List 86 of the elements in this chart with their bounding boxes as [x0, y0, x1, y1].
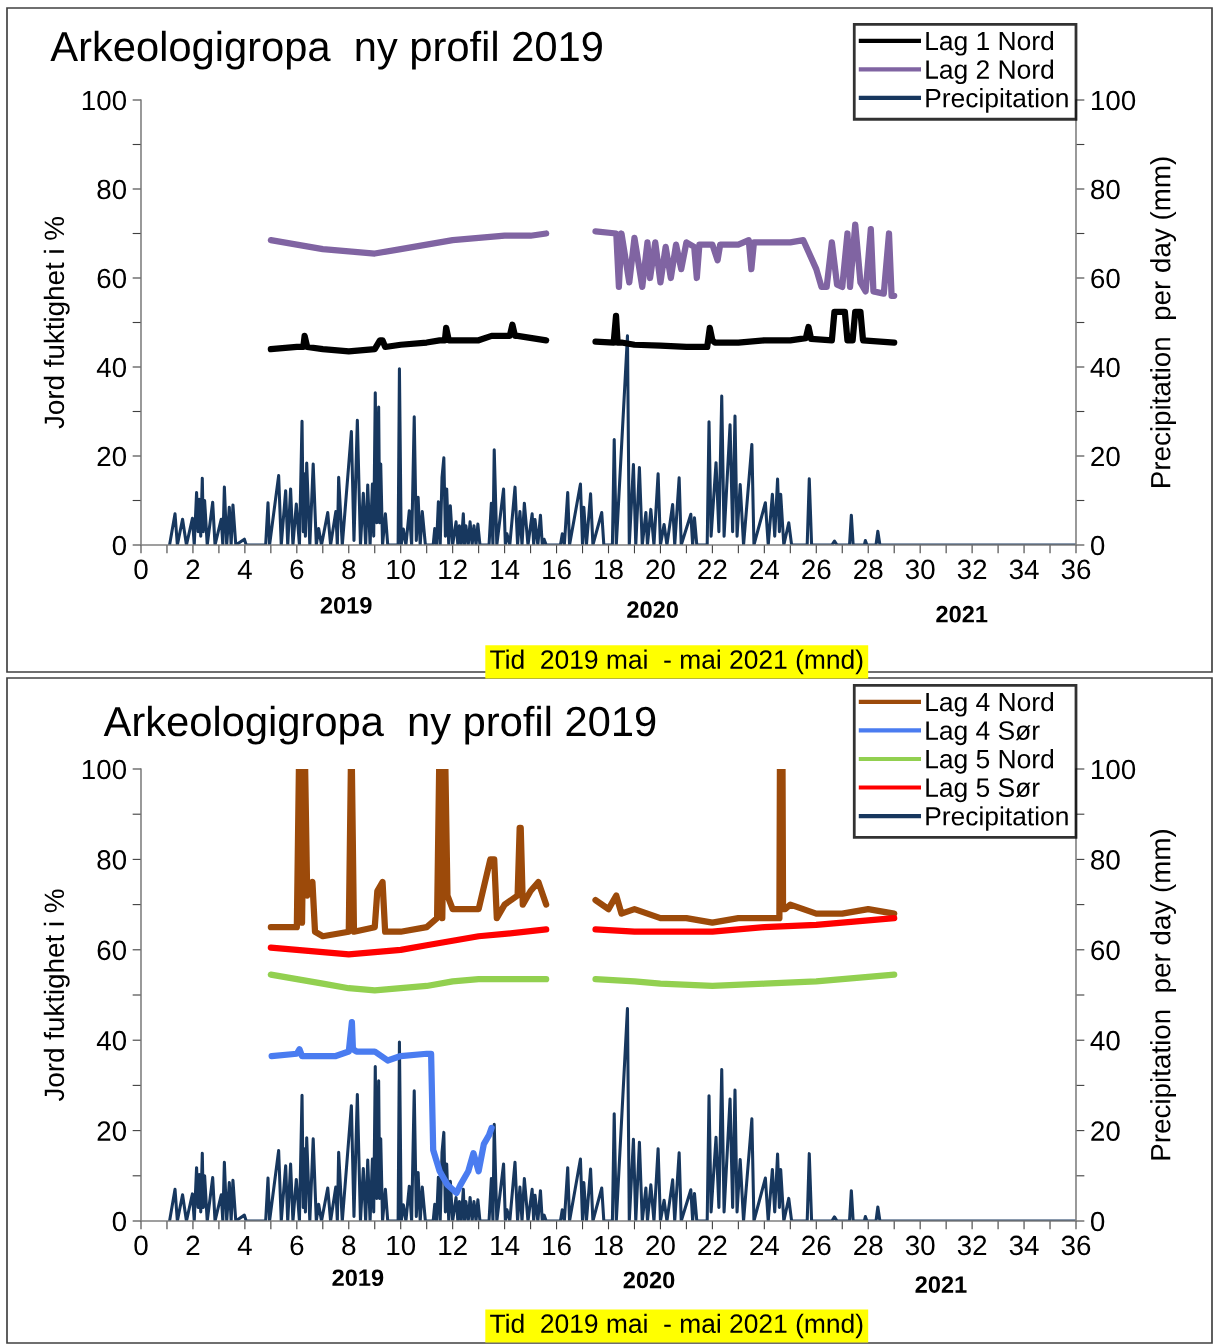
text: 2021 [915, 1276, 967, 1293]
legend-label: Lag 2 Nord [926, 59, 1054, 85]
y2-tick-label: 40 [1090, 1030, 1120, 1051]
x-tick-label: 32 [957, 559, 987, 580]
y-tick-label: 100 [82, 759, 127, 780]
x-tick-label: 2 [186, 1235, 200, 1256]
y-tick-label: 20 [97, 1121, 127, 1141]
x-tick-label: 2 [186, 559, 200, 580]
y-tick-label: 80 [97, 850, 127, 870]
x-tick-label: 8 [342, 559, 356, 580]
text: 2020 [623, 1271, 675, 1289]
y2-tick-label: 0 [1090, 1211, 1105, 1232]
x-tick-label: 28 [854, 1235, 883, 1256]
y2-axis-title: Precipitation per day (mm) [1150, 829, 1177, 1160]
legend-label: Precipitation [926, 88, 1068, 113]
x-axis-title: Tid 2019 mai - mai 2021 (mnd) [490, 649, 863, 675]
y-axis-title: Jord fuktighet i % [43, 889, 70, 1102]
legend-label: Lag 1 Nord [926, 30, 1054, 56]
x-tick-label: 36 [1061, 559, 1091, 580]
y2-tick-label: 80 [1091, 850, 1120, 870]
x-tick-label: 32 [957, 1235, 987, 1256]
y-tick-label: 80 [97, 179, 127, 200]
x-tick-label: 14 [491, 1235, 520, 1256]
x-tick-label: 8 [342, 1235, 356, 1256]
x-tick-label: 18 [595, 559, 623, 580]
y2-tick-label: 20 [1091, 1121, 1120, 1141]
y2-tick-label: 80 [1091, 179, 1120, 200]
y-tick-label: 60 [97, 940, 127, 961]
x-tick-label: 24 [750, 559, 779, 580]
y2-axis-title: Precipitation per day (mm) [1150, 157, 1177, 487]
y-tick-label: 40 [96, 357, 127, 378]
x-tick-label: 34 [1009, 1235, 1039, 1256]
x-tick-label: 14 [491, 559, 520, 580]
y-axis-title: Jord fuktighet i % [43, 216, 70, 429]
chart-title: Arkeologigropa ny profil 2019 [103, 705, 656, 745]
x-tick-label: 20 [646, 1235, 675, 1256]
x-tick-label: 10 [387, 559, 416, 580]
text: 2021 [936, 605, 988, 623]
y2-tick-label: 100 [1092, 90, 1136, 111]
x-tick-label: 26 [802, 559, 831, 580]
y-tick-label: 0 [112, 535, 127, 556]
y2-tick-label: 60 [1091, 940, 1120, 961]
x-tick-label: 16 [543, 1235, 571, 1256]
y2-tick-label: 20 [1091, 446, 1120, 467]
line-series [168, 334, 1076, 545]
x-tick-label: 0 [134, 559, 148, 580]
x-tick-label: 10 [387, 1235, 416, 1256]
x-tick-label: 36 [1061, 1235, 1091, 1256]
chart-title: Arkeologigropa ny profil 2019 [50, 30, 602, 70]
line-series [168, 1007, 1076, 1221]
x-tick-label: 18 [595, 1235, 623, 1256]
y2-tick-label: 0 [1090, 535, 1105, 556]
x-tick-label: 24 [750, 1235, 779, 1256]
y2-tick-label: 40 [1090, 357, 1120, 378]
legend-label: Lag 4 Nord [926, 691, 1054, 717]
y-tick-label: 40 [96, 1030, 127, 1051]
x-tick-label: 4 [237, 1235, 252, 1256]
x-tick-label: 22 [698, 1235, 727, 1256]
x-tick-label: 12 [439, 559, 467, 580]
y-tick-label: 60 [97, 268, 127, 289]
legend-label: Lag 5 Sør [926, 778, 1040, 803]
y-tick-label: 100 [82, 90, 127, 111]
y-tick-label: 20 [97, 446, 127, 467]
x-tick-label: 12 [439, 1235, 467, 1256]
y2-tick-label: 100 [1092, 759, 1136, 780]
x-tick-label: 6 [290, 559, 304, 580]
y2-tick-label: 60 [1091, 268, 1120, 289]
legend-label: Lag 5 Nord [926, 749, 1054, 774]
text: 2019 [332, 1269, 384, 1287]
x-tick-label: 4 [237, 559, 252, 580]
y-tick-label: 0 [112, 1211, 127, 1232]
x-tick-label: 6 [290, 1235, 304, 1256]
text: 2019 [320, 596, 372, 614]
text: 2020 [627, 601, 678, 619]
x-tick-label: 34 [1009, 559, 1039, 580]
x-tick-label: 0 [134, 1235, 148, 1256]
x-tick-label: 30 [905, 559, 935, 580]
x-axis-title: Tid 2019 mai - mai 2021 (mnd) [490, 1313, 863, 1339]
x-tick-label: 30 [905, 1235, 935, 1256]
x-tick-label: 22 [698, 559, 727, 580]
x-tick-label: 28 [854, 559, 883, 580]
x-tick-label: 16 [543, 559, 571, 580]
x-tick-label: 20 [646, 559, 675, 580]
legend-label: Precipitation [926, 806, 1068, 831]
legend-label: Lag 4 Sør [926, 721, 1040, 746]
x-tick-label: 26 [802, 1235, 831, 1256]
